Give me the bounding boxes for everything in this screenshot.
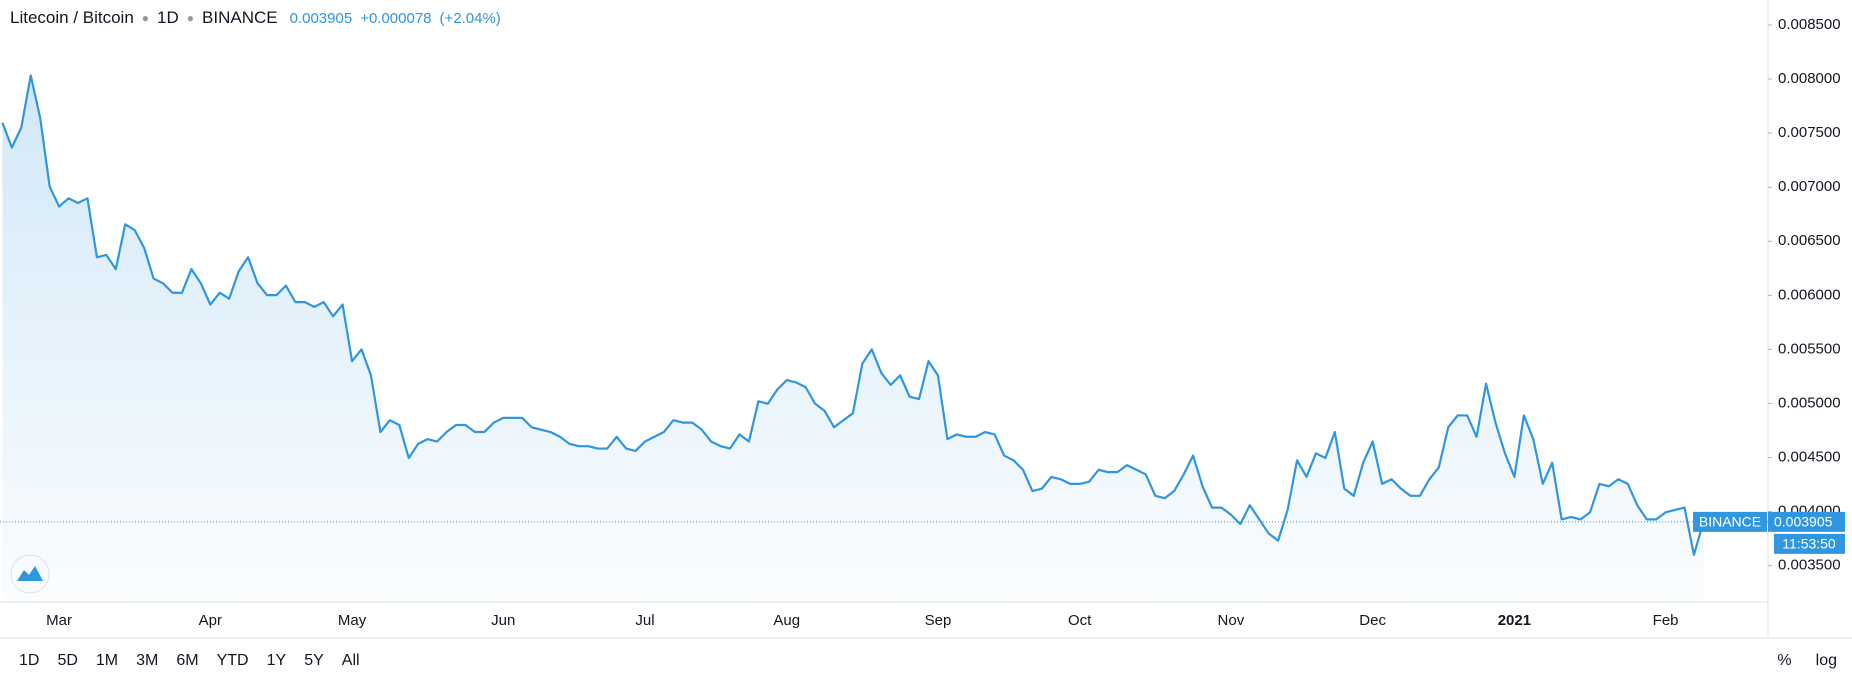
price-change-pct: (+2.04%) (439, 9, 501, 27)
y-tick-label: 0.004500 (1778, 448, 1841, 465)
price-line (1, 74, 1705, 556)
interval: 1D (157, 8, 179, 27)
y-tick-label: 0.008000 (1778, 70, 1841, 87)
y-tick-label: 0.007000 (1778, 178, 1841, 195)
x-tick-label: Mar (46, 612, 72, 629)
y-tick-label: 0.005000 (1778, 394, 1841, 411)
range-button[interactable]: 5Y (297, 648, 331, 674)
x-tick-label: Oct (1068, 612, 1092, 629)
x-tick-label: Sep (925, 612, 952, 629)
x-tick-label: Jul (635, 612, 654, 629)
x-tick-label: May (338, 612, 367, 629)
countdown-tag (1774, 533, 1845, 554)
exchange: BINANCE (202, 8, 278, 27)
range-button[interactable]: 3M (129, 648, 165, 674)
range-button[interactable]: All (335, 648, 367, 674)
separator: ● (186, 11, 195, 25)
countdown-label: 11:53:50 (1782, 536, 1836, 552)
x-tick-label: Aug (773, 612, 800, 629)
range-bar: 1D 5D 1M 3M 6M YTD 1Y 5Y All (12, 648, 367, 674)
exchange-tag-label: BINANCE (1699, 514, 1761, 530)
x-tick-label: Jun (491, 612, 515, 629)
range-button[interactable]: 1M (89, 648, 125, 674)
y-tick-label: 0.005500 (1778, 340, 1841, 357)
range-button[interactable]: 6M (169, 648, 205, 674)
x-tick-label: 2021 (1498, 612, 1531, 629)
symbol: Litecoin / Bitcoin (10, 8, 134, 27)
y-tick-label: 0.007500 (1778, 124, 1841, 141)
y-tick-label: 0.003500 (1778, 557, 1841, 574)
x-tick-label: Nov (1218, 612, 1245, 629)
symbol-header: Litecoin / Bitcoin ● 1D ● BINANCE 0.0039… (10, 8, 501, 28)
separator: ● (141, 11, 150, 25)
range-button[interactable]: 1D (12, 648, 46, 674)
y-tick-label: 0.006000 (1778, 286, 1841, 303)
x-tick-label: Feb (1653, 612, 1679, 629)
price-change: +0.000078 (360, 9, 432, 27)
area-fill (2, 75, 1704, 603)
y-tick-label: 0.006500 (1778, 232, 1841, 249)
price-tag (1768, 511, 1845, 532)
last-price: 0.003905 (289, 9, 353, 27)
x-tick-label: Dec (1359, 612, 1386, 629)
scale-bar: % log (1770, 648, 1844, 674)
range-button[interactable]: 5D (50, 648, 84, 674)
range-button[interactable]: YTD (210, 648, 256, 674)
price-tag-label: 0.003905 (1774, 514, 1833, 530)
scale-button[interactable]: % (1770, 648, 1798, 674)
y-tick-label: 0.008500 (1778, 16, 1841, 33)
range-button[interactable]: 1Y (260, 648, 294, 674)
scale-button[interactable]: log (1809, 648, 1844, 674)
exchange-tag (1693, 511, 1767, 532)
x-tick-label: Apr (199, 612, 222, 629)
